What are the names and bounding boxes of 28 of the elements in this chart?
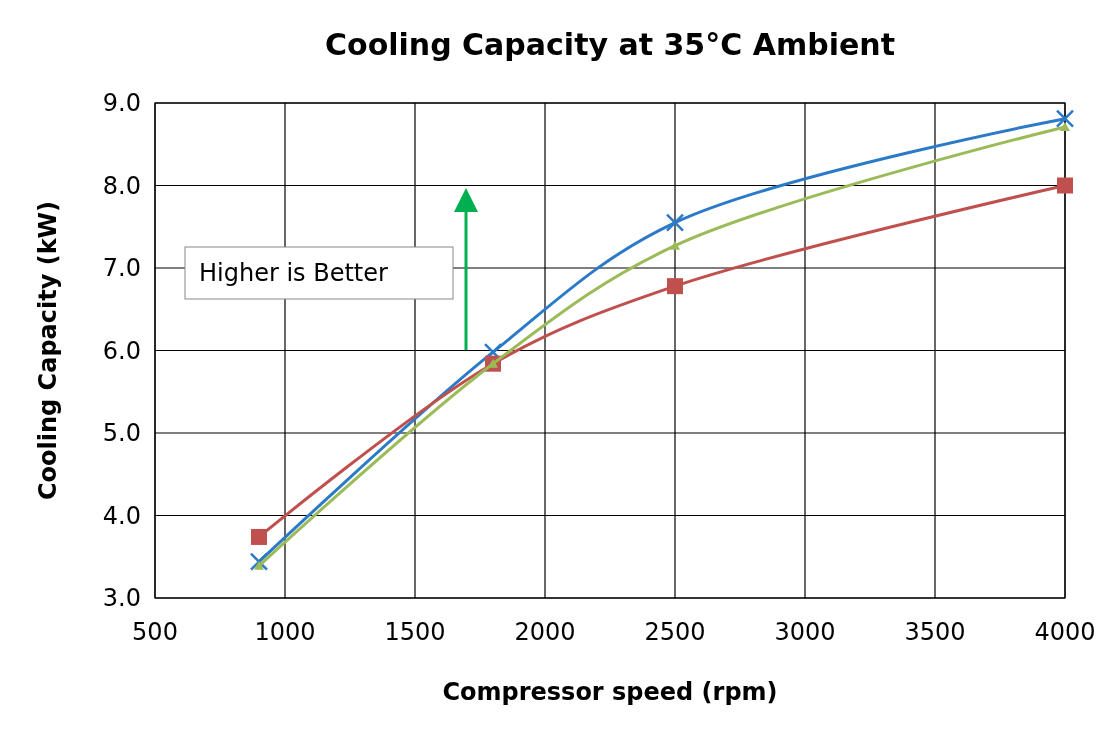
y-tick-label: 4.0 [102, 501, 141, 530]
y-axis-title: Cooling Capacity (kW) [34, 200, 62, 501]
y-tick-label: 3.0 [102, 584, 141, 613]
point [249, 552, 269, 571]
point [1060, 121, 1070, 131]
x-tick-label: 3500 [904, 618, 966, 646]
x-tick-label: 1500 [384, 618, 446, 646]
y-tick-label: 6.0 [102, 336, 141, 365]
x-tick-label: 4000 [1034, 618, 1096, 646]
y-tick-label: 7.0 [102, 254, 141, 283]
chart-title: Cooling Capacity at 35°C Ambient [325, 27, 895, 62]
point [251, 528, 267, 545]
y-tick-label: 8.0 [102, 171, 141, 200]
x-tick-label: 500 [132, 618, 178, 646]
x-tick-label: 2000 [514, 618, 576, 646]
x-tick-label: 2500 [644, 618, 706, 646]
x-tick-label: 3000 [774, 618, 836, 646]
point [667, 278, 683, 295]
x-tick-label: 1000 [254, 618, 316, 646]
point [670, 240, 680, 250]
y-tick-label: 9.0 [102, 89, 141, 118]
point [665, 213, 685, 232]
point [1057, 177, 1073, 194]
point [254, 560, 264, 570]
annotation: Higher is Better [199, 259, 389, 287]
point [1055, 109, 1075, 128]
x-axis-title: Compressor speed (rpm) [442, 678, 778, 706]
y-tick-label: 5.0 [102, 419, 141, 448]
